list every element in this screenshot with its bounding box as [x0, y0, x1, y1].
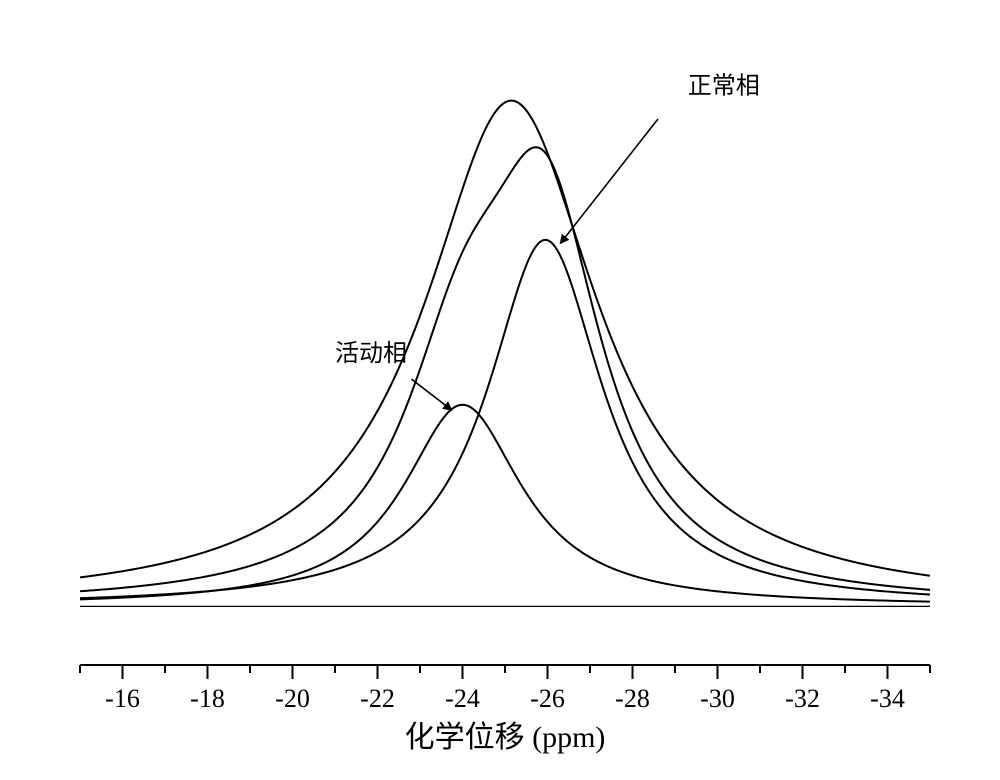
annotation-arrow-normal	[560, 119, 658, 244]
series-envelope_wide	[80, 101, 930, 578]
x-axis-tick-label: -20	[275, 684, 310, 713]
x-axis-tick-label: -26	[530, 684, 565, 713]
x-axis-tick-label: -16	[105, 684, 140, 713]
x-axis-label: 化学位移 (ppm)	[405, 721, 606, 754]
annotation-label-active: 活动相	[335, 340, 407, 367]
annotation-arrow-active	[412, 379, 452, 410]
x-axis-tick-label: -30	[700, 684, 735, 713]
x-axis-tick-label: -32	[785, 684, 820, 713]
x-axis-tick-label: -22	[360, 684, 395, 713]
x-axis-tick-label: -34	[870, 684, 905, 713]
x-axis-tick-label: -28	[615, 684, 650, 713]
series-envelope_sum	[80, 147, 930, 591]
x-axis-group: -16 -18 -20 -22 -24 -26 -28 -30 -32 -34 化学位移 (ppm)	[80, 665, 930, 754]
x-axis-tick-label: -18	[190, 684, 225, 713]
series-normal_peak	[80, 240, 930, 598]
plot-svg: -16 -18 -20 -22 -24 -26 -28 -30 -32 -34 化学位移 (ppm)…	[0, 0, 1000, 780]
annotation-label-normal: 正常相	[688, 72, 760, 99]
nmr-figure: -16 -18 -20 -22 -24 -26 -28 -30 -32 -34 化学位移 (ppm)…	[0, 0, 1000, 780]
series-group	[80, 101, 930, 607]
x-axis-tick-label: -24	[445, 684, 480, 713]
annotations-group: 正常相活动相	[335, 72, 760, 410]
